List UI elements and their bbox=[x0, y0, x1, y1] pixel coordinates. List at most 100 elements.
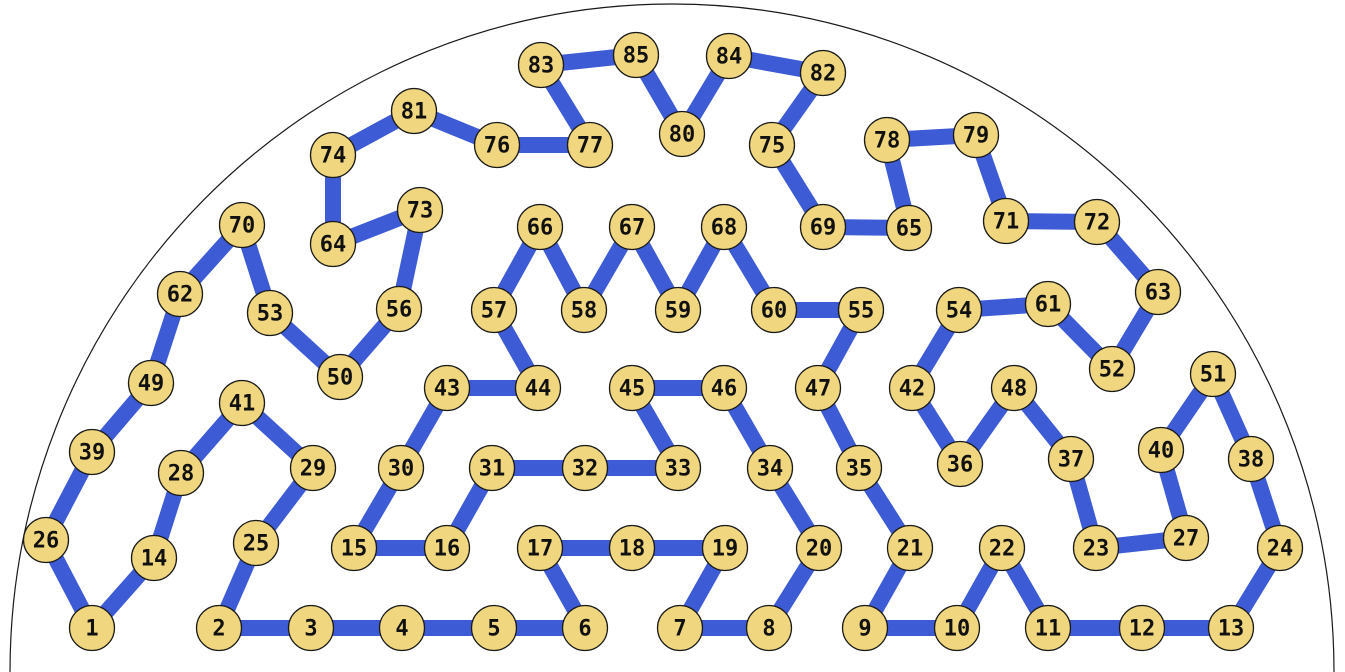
node-label: 54 bbox=[946, 299, 973, 324]
node-61: 61 bbox=[1024, 280, 1072, 328]
node-40: 40 bbox=[1137, 426, 1185, 474]
node-71: 71 bbox=[982, 197, 1030, 245]
node-56: 56 bbox=[375, 285, 423, 333]
node-17: 17 bbox=[516, 524, 564, 572]
node-label: 52 bbox=[1099, 358, 1126, 383]
node-78: 78 bbox=[863, 116, 911, 164]
node-15: 15 bbox=[330, 524, 378, 572]
node-circle bbox=[799, 203, 847, 251]
node-4: 4 bbox=[378, 604, 426, 652]
node-label: 15 bbox=[341, 537, 368, 562]
node-62: 62 bbox=[156, 270, 204, 318]
node-25: 25 bbox=[232, 519, 280, 567]
node-circle bbox=[746, 444, 794, 492]
node-label: 76 bbox=[484, 134, 511, 159]
node-circle bbox=[1207, 604, 1255, 652]
node-circle bbox=[748, 121, 796, 169]
node-circle bbox=[658, 110, 706, 158]
node-circle bbox=[127, 359, 175, 407]
node-circle bbox=[978, 524, 1026, 572]
node-circle bbox=[612, 31, 660, 79]
node-circle bbox=[700, 364, 748, 412]
node-circle bbox=[316, 353, 364, 401]
node-label: 24 bbox=[1267, 537, 1294, 562]
node-27: 27 bbox=[1162, 514, 1210, 562]
node-label: 74 bbox=[320, 144, 347, 169]
node-circle bbox=[473, 121, 521, 169]
node-68: 68 bbox=[700, 203, 748, 251]
node-81: 81 bbox=[390, 87, 438, 135]
node-8: 8 bbox=[745, 604, 793, 652]
node-circle bbox=[799, 49, 847, 97]
node-label: 20 bbox=[806, 537, 833, 562]
node-label: 82 bbox=[810, 62, 837, 87]
node-circle bbox=[750, 286, 798, 334]
node-circle bbox=[656, 604, 704, 652]
node-83: 83 bbox=[517, 41, 565, 89]
node-label: 51 bbox=[1200, 363, 1227, 388]
node-label: 83 bbox=[528, 54, 555, 79]
node-circle bbox=[841, 604, 889, 652]
node-circle bbox=[561, 604, 609, 652]
node-circle bbox=[156, 270, 204, 318]
node-label: 73 bbox=[407, 199, 434, 224]
node-label: 6 bbox=[578, 617, 591, 642]
node-circle bbox=[330, 524, 378, 572]
node-44: 44 bbox=[514, 364, 562, 412]
node-label: 23 bbox=[1083, 537, 1110, 562]
node-64: 64 bbox=[309, 220, 357, 268]
node-43: 43 bbox=[423, 364, 471, 412]
node-label: 68 bbox=[711, 216, 738, 241]
node-label: 49 bbox=[138, 372, 165, 397]
node-82: 82 bbox=[799, 49, 847, 97]
node-77: 77 bbox=[566, 121, 614, 169]
node-circle bbox=[517, 41, 565, 89]
node-label: 59 bbox=[665, 299, 692, 324]
node-52: 52 bbox=[1088, 345, 1136, 393]
node-19: 19 bbox=[701, 524, 749, 572]
node-85: 85 bbox=[612, 31, 660, 79]
node-label: 22 bbox=[989, 537, 1016, 562]
node-10: 10 bbox=[933, 604, 981, 652]
node-circle bbox=[608, 203, 656, 251]
node-label: 41 bbox=[229, 392, 256, 417]
node-75: 75 bbox=[748, 121, 796, 169]
node-circle bbox=[566, 121, 614, 169]
node-circle bbox=[378, 604, 426, 652]
node-label: 33 bbox=[665, 457, 692, 482]
node-39: 39 bbox=[68, 428, 116, 476]
node-76: 76 bbox=[473, 121, 521, 169]
node-9: 9 bbox=[841, 604, 889, 652]
node-circle bbox=[423, 364, 471, 412]
node-circle bbox=[990, 364, 1038, 412]
node-label: 10 bbox=[944, 617, 971, 642]
node-circle bbox=[700, 203, 748, 251]
node-circle bbox=[470, 286, 518, 334]
node-23: 23 bbox=[1072, 524, 1120, 572]
node-58: 58 bbox=[560, 286, 608, 334]
node-21: 21 bbox=[886, 524, 934, 572]
node-label: 25 bbox=[243, 532, 270, 557]
node-72: 72 bbox=[1073, 198, 1121, 246]
node-circle bbox=[885, 204, 933, 252]
node-24: 24 bbox=[1256, 524, 1304, 572]
node-29: 29 bbox=[289, 444, 337, 492]
node-circle bbox=[516, 203, 564, 251]
node-2: 2 bbox=[195, 604, 243, 652]
node-20: 20 bbox=[795, 524, 843, 572]
node-60: 60 bbox=[750, 286, 798, 334]
node-circle bbox=[1189, 350, 1237, 398]
node-label: 81 bbox=[401, 100, 428, 125]
node-label: 57 bbox=[481, 299, 508, 324]
node-label: 21 bbox=[897, 537, 924, 562]
node-circle bbox=[468, 444, 516, 492]
node-circle bbox=[289, 444, 337, 492]
node-label: 19 bbox=[712, 537, 739, 562]
node-circle bbox=[654, 444, 702, 492]
node-46: 46 bbox=[700, 364, 748, 412]
node-circle bbox=[952, 111, 1000, 159]
node-label: 58 bbox=[571, 299, 598, 324]
node-label: 42 bbox=[899, 377, 926, 402]
